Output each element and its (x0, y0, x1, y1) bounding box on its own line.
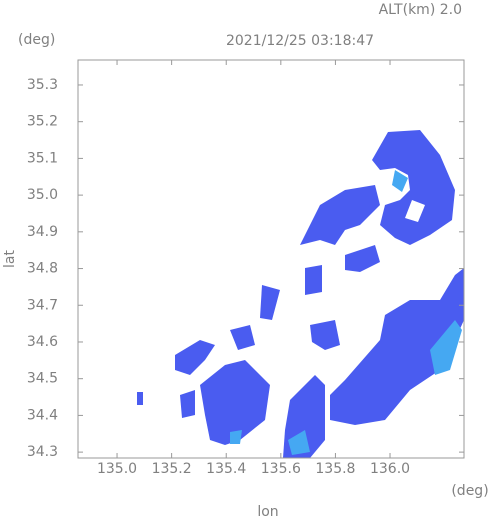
y-tick-label: 34.9 (27, 224, 58, 240)
x-axis-label: lon (257, 504, 278, 520)
y-tick-label: 34.8 (27, 261, 58, 277)
y-tick-label: 34.5 (27, 371, 58, 387)
y-tick-label: 35.2 (27, 114, 58, 130)
y-unit: (deg) (18, 32, 55, 48)
y-tick-label: 34.7 (27, 297, 58, 313)
x-unit: (deg) (451, 483, 488, 499)
y-axis-label: lat (2, 250, 18, 268)
x-tick-label: 135.0 (97, 461, 137, 477)
x-tick-label: 135.4 (206, 461, 246, 477)
y-tick-label: 35.1 (27, 150, 58, 166)
chart-title: 2021/12/25 03:18:47 (226, 33, 374, 49)
radar-echo (137, 130, 464, 458)
y-tick-label: 34.3 (27, 444, 58, 460)
plot-frame (77, 59, 465, 459)
x-tick-label: 136.0 (370, 461, 410, 477)
x-tick-label: 135.8 (315, 461, 355, 477)
y-tick-label: 35.3 (27, 77, 58, 93)
x-tick-label: 135.6 (261, 461, 301, 477)
y-tick-label: 34.6 (27, 334, 58, 350)
altitude-label: ALT(km) 2.0 (379, 2, 462, 18)
y-tick-label: 34.4 (27, 407, 58, 423)
x-tick-label: 135.2 (152, 461, 192, 477)
y-tick-label: 35.0 (27, 187, 58, 203)
